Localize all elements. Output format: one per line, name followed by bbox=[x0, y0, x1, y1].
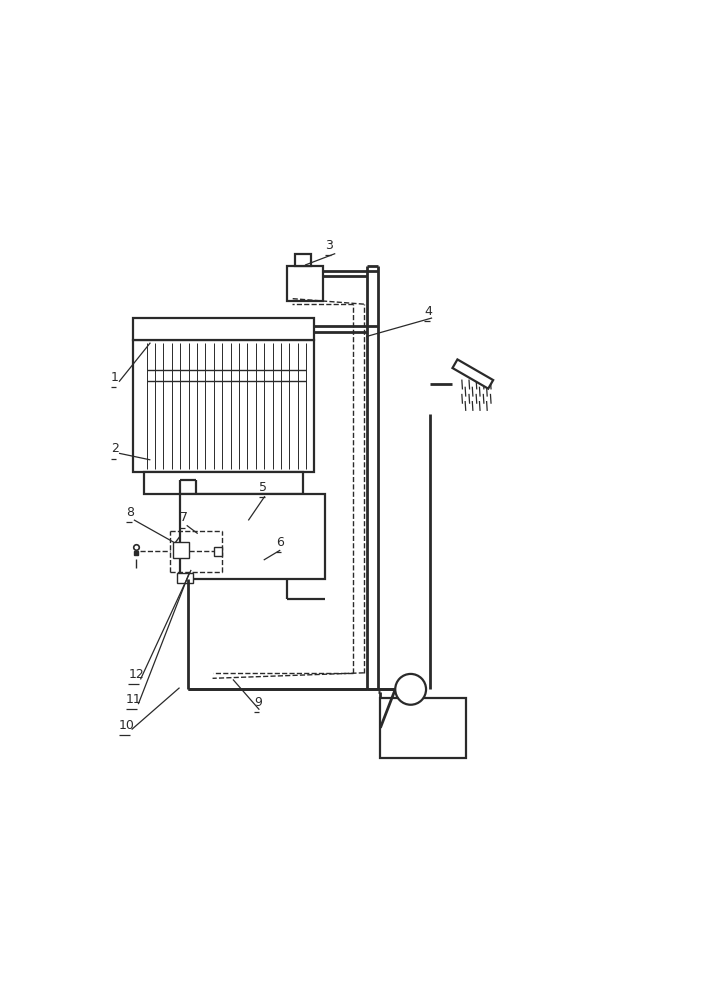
Bar bbox=[295, 254, 310, 266]
Bar bbox=[133, 318, 315, 340]
Text: 3: 3 bbox=[325, 239, 333, 252]
Text: 9: 9 bbox=[254, 696, 262, 709]
Text: 2: 2 bbox=[111, 442, 119, 455]
Text: 1: 1 bbox=[111, 371, 119, 384]
Bar bbox=[180, 494, 325, 579]
Text: 12: 12 bbox=[129, 668, 144, 681]
Polygon shape bbox=[175, 535, 187, 544]
Bar bbox=[177, 573, 193, 583]
Text: 5: 5 bbox=[259, 481, 268, 494]
Bar bbox=[173, 542, 190, 558]
Text: 11: 11 bbox=[126, 693, 142, 706]
Text: 7: 7 bbox=[180, 511, 187, 524]
Text: 8: 8 bbox=[126, 506, 134, 519]
Circle shape bbox=[395, 674, 426, 705]
Bar bbox=[133, 340, 315, 472]
Text: 4: 4 bbox=[425, 305, 432, 318]
Polygon shape bbox=[452, 359, 493, 389]
Bar bbox=[287, 266, 322, 301]
Text: 6: 6 bbox=[276, 536, 284, 549]
Bar bbox=[214, 547, 222, 556]
Bar bbox=[381, 698, 466, 758]
Text: 10: 10 bbox=[119, 719, 135, 732]
Bar bbox=[143, 472, 303, 494]
